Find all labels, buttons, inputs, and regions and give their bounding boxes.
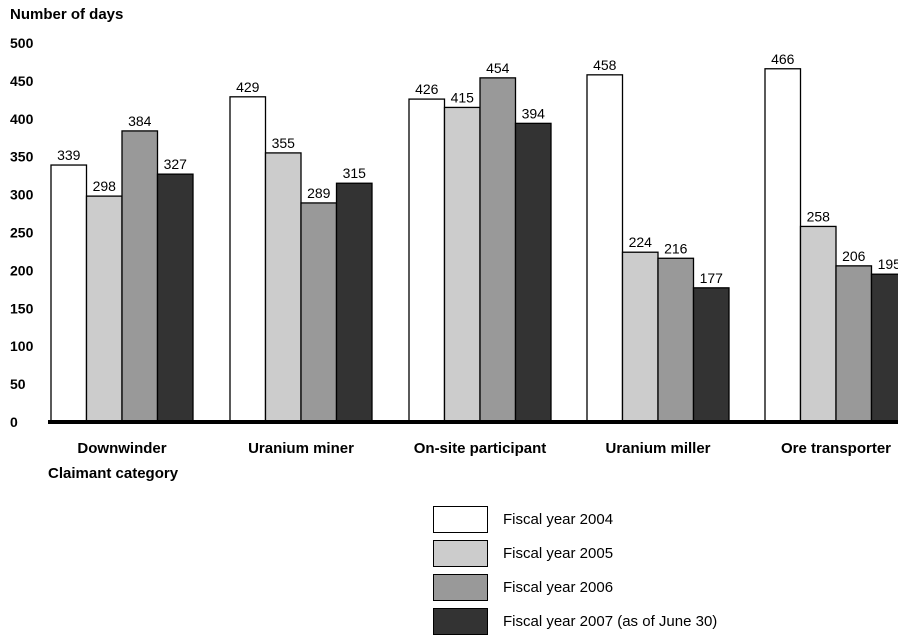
legend-label: Fiscal year 2006	[503, 579, 613, 596]
y-axis-label: Number of days	[10, 6, 123, 23]
legend-swatch	[433, 540, 488, 567]
bar	[623, 252, 659, 422]
legend-label: Fiscal year 2007 (as of June 30)	[503, 613, 717, 630]
data-label: 429	[236, 79, 260, 95]
bar	[87, 196, 123, 422]
data-label: 327	[164, 156, 188, 172]
bar	[694, 288, 730, 422]
bar	[658, 258, 694, 422]
data-label: 466	[771, 51, 795, 67]
bar	[301, 203, 337, 422]
legend-swatch	[433, 574, 488, 601]
data-label: 426	[415, 81, 439, 97]
bar	[158, 174, 194, 422]
bar	[51, 165, 87, 422]
y-tick-label: 450	[10, 73, 34, 89]
legend-label: Fiscal year 2005	[503, 545, 613, 562]
bar	[836, 266, 872, 422]
x-axis-label: Claimant category	[48, 465, 178, 482]
y-tick-label: 0	[10, 414, 18, 430]
y-tick-label: 500	[10, 35, 34, 51]
x-tick-label: Uranium miner	[248, 440, 354, 457]
x-tick-label: Downwinder	[77, 440, 166, 457]
data-label: 258	[807, 208, 831, 224]
bar	[765, 69, 801, 422]
y-tick-label: 50	[10, 376, 26, 392]
y-tick-label: 350	[10, 149, 34, 165]
data-label: 458	[593, 57, 617, 73]
y-tick-label: 300	[10, 187, 34, 203]
data-label: 394	[522, 105, 546, 121]
x-tick-label: On-site participant	[414, 440, 547, 457]
bar	[516, 123, 552, 422]
bar	[801, 226, 837, 422]
data-label: 289	[307, 185, 331, 201]
bar	[587, 75, 623, 422]
bar	[480, 78, 516, 422]
legend-swatch	[433, 608, 488, 635]
y-tick-label: 400	[10, 111, 34, 127]
y-tick-label: 250	[10, 225, 34, 241]
bar	[872, 274, 898, 422]
x-tick-label: Uranium miller	[605, 440, 710, 457]
data-label: 315	[343, 165, 367, 181]
data-label: 224	[629, 234, 653, 250]
data-label: 454	[486, 60, 510, 76]
data-label: 206	[842, 248, 866, 264]
data-label: 384	[128, 113, 152, 129]
y-tick-label: 100	[10, 338, 34, 354]
data-label: 298	[93, 178, 117, 194]
bar	[122, 131, 158, 422]
y-tick-label: 150	[10, 300, 34, 316]
data-label: 339	[57, 147, 81, 163]
y-tick-label: 200	[10, 262, 34, 278]
legend-swatch	[433, 506, 488, 533]
data-label: 195	[878, 256, 898, 272]
data-label: 415	[451, 89, 475, 105]
data-label: 355	[272, 135, 296, 151]
bar	[445, 107, 481, 422]
bar	[409, 99, 445, 422]
bar-chart: 0 50 100 150 200 250 300 350 400 450 500 339 429 426 4…	[0, 0, 898, 500]
bar	[266, 153, 302, 422]
data-label: 177	[700, 270, 724, 286]
bar	[230, 97, 266, 422]
x-tick-label: Ore transporter	[781, 440, 891, 457]
data-label: 216	[664, 240, 688, 256]
legend-label: Fiscal year 2004	[503, 511, 613, 528]
bar	[337, 183, 373, 422]
